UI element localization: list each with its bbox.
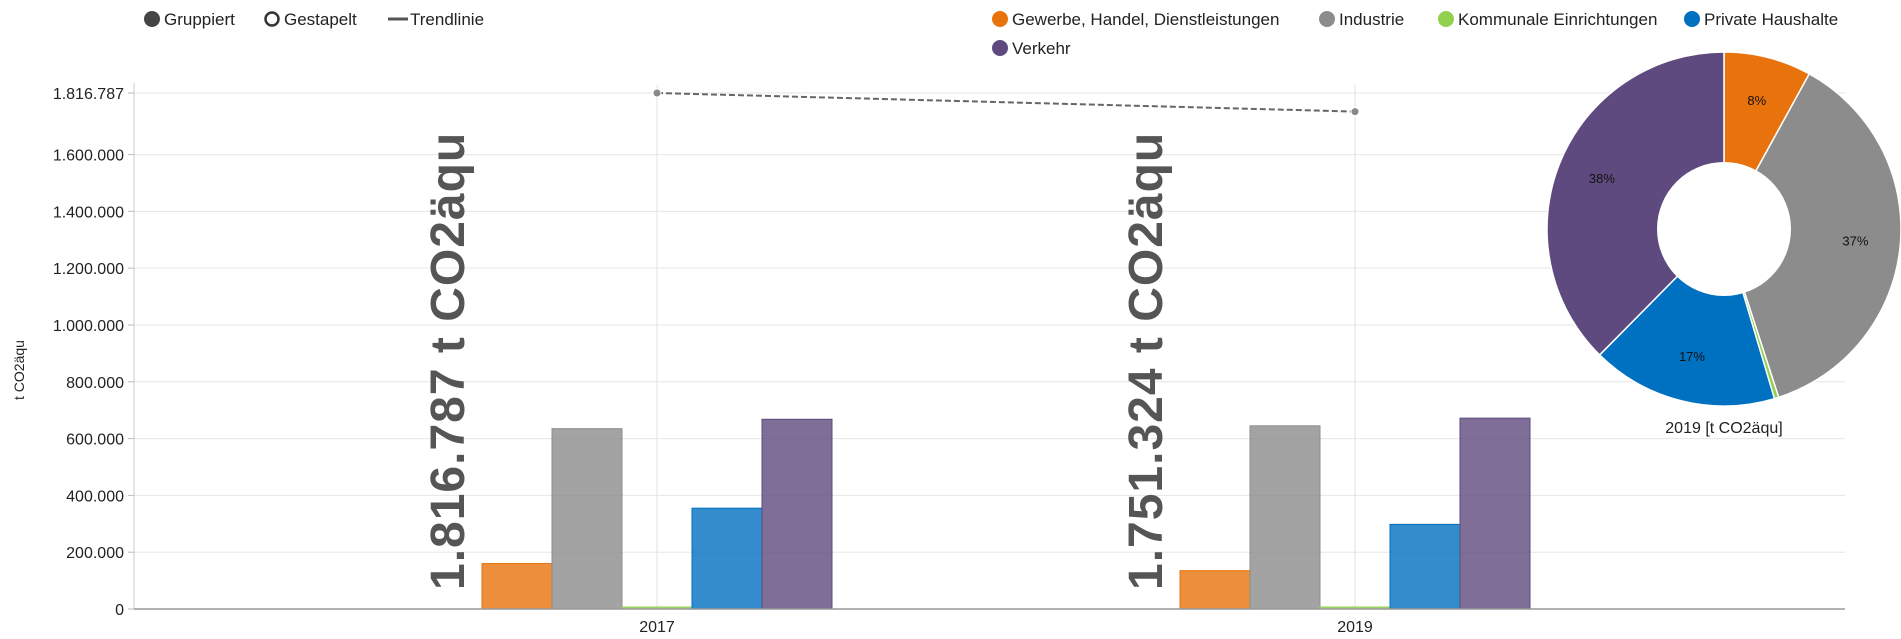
x-tick-label: 2019 (1337, 619, 1373, 636)
legend-item-private-haushalte[interactable]: Private Haushalte (1684, 10, 1838, 29)
legend-dot-icon (992, 11, 1008, 27)
trendline-path (656, 92, 1356, 113)
bar-industrie-2019[interactable] (1249, 425, 1321, 610)
bar-gewerbe-handel-dienstleistungen-2017[interactable] (481, 563, 553, 610)
y-tick-label: 1.200.000 (53, 261, 124, 278)
y-tick-label: 600.000 (66, 432, 124, 449)
control-label: Gestapelt (284, 10, 357, 29)
legend-item-gewerbe-handel-dienstleistungen[interactable]: Gewerbe, Handel, Dienstleistungen (992, 10, 1279, 29)
chart-legend: Gewerbe, Handel, Dienstleistungen Industr… (992, 10, 1838, 58)
trendline-point[interactable] (1350, 107, 1360, 117)
legend-dot-icon (1438, 11, 1454, 27)
legend-item-industrie[interactable]: Industrie (1319, 10, 1404, 29)
legend-label: Industrie (1339, 10, 1404, 29)
legend-dot-icon (1319, 11, 1335, 27)
donut-chart-2019: 8% 37% 17% 38% 2019 [t CO2äqu] (1546, 51, 1901, 437)
bar-verkehr-2019[interactable] (1459, 417, 1531, 610)
total-label-2017: 1.816.787 t CO2äqu (422, 132, 475, 590)
trendline (652, 88, 1360, 117)
legend-item-verkehr[interactable]: Verkehr (992, 39, 1071, 58)
control-gruppiert[interactable]: Gruppiert (144, 10, 235, 29)
filled-dot-icon (144, 11, 160, 27)
y-tick-label: 0 (115, 602, 124, 619)
x-axis: 2017 2019 (134, 608, 1845, 636)
bar-private-haushalte-2019[interactable] (1389, 523, 1461, 610)
legend-label: Verkehr (1012, 39, 1071, 58)
slice-label: 38% (1589, 171, 1615, 186)
donut-caption: 2019 [t CO2äqu] (1665, 420, 1782, 437)
bar-verkehr-2017[interactable] (761, 418, 833, 610)
y-tick-label: 1.400.000 (53, 204, 124, 221)
y-tick-label: 800.000 (66, 375, 124, 392)
total-labels: 1.816.787 t CO2äqu 1.751.324 t CO2äqu (422, 132, 1173, 590)
slice-label: 17% (1679, 349, 1705, 364)
bar-gewerbe-handel-dienstleistungen-2019[interactable] (1179, 570, 1251, 610)
legend-dot-icon (1684, 11, 1700, 27)
legend-label: Gewerbe, Handel, Dienstleistungen (1012, 10, 1279, 29)
donut-hole (1657, 162, 1791, 296)
y-tick-label: 200.000 (66, 545, 124, 562)
bar-private-haushalte-2017[interactable] (691, 507, 763, 610)
y-tick-label: 1.816.787 (53, 86, 124, 103)
y-tick-label: 400.000 (66, 488, 124, 505)
legend-label: Private Haushalte (1704, 10, 1838, 29)
slice-label: 8% (1747, 93, 1766, 108)
hollow-dot-icon (264, 11, 280, 27)
control-label: Gruppiert (164, 10, 235, 29)
control-gestapelt[interactable]: Gestapelt (264, 10, 358, 29)
bar-industrie-2017[interactable] (551, 428, 623, 610)
control-label: Trendlinie (410, 10, 484, 29)
control-trendlinie[interactable]: Trendlinie (388, 10, 484, 29)
legend-label: Kommunale Einrichtungen (1458, 10, 1657, 29)
y-axis-ticks: 0 200.000 400.000 600.000 800.000 1.000.000 1.… (53, 86, 134, 619)
y-tick-label: 1.600.000 (53, 148, 124, 165)
total-label-2019: 1.751.324 t CO2äqu (1120, 132, 1173, 590)
slice-industrie[interactable] (1723, 72, 1901, 399)
x-tick-label: 2017 (639, 619, 675, 636)
grid-lines (133, 83, 1845, 610)
bar-series (481, 417, 1531, 610)
y-axis-label: t CO2äqu (11, 340, 27, 400)
slice-verkehr[interactable] (1546, 51, 1725, 357)
trendline-point[interactable] (652, 88, 662, 98)
y-tick-label: 1.000.000 (53, 318, 124, 335)
chart-mode-controls: Gruppiert Gestapelt Trendlinie (144, 10, 484, 29)
legend-item-kommunale-einrichtungen[interactable]: Kommunale Einrichtungen (1438, 10, 1657, 29)
slice-label: 37% (1842, 233, 1868, 248)
legend-dot-icon (992, 40, 1008, 56)
